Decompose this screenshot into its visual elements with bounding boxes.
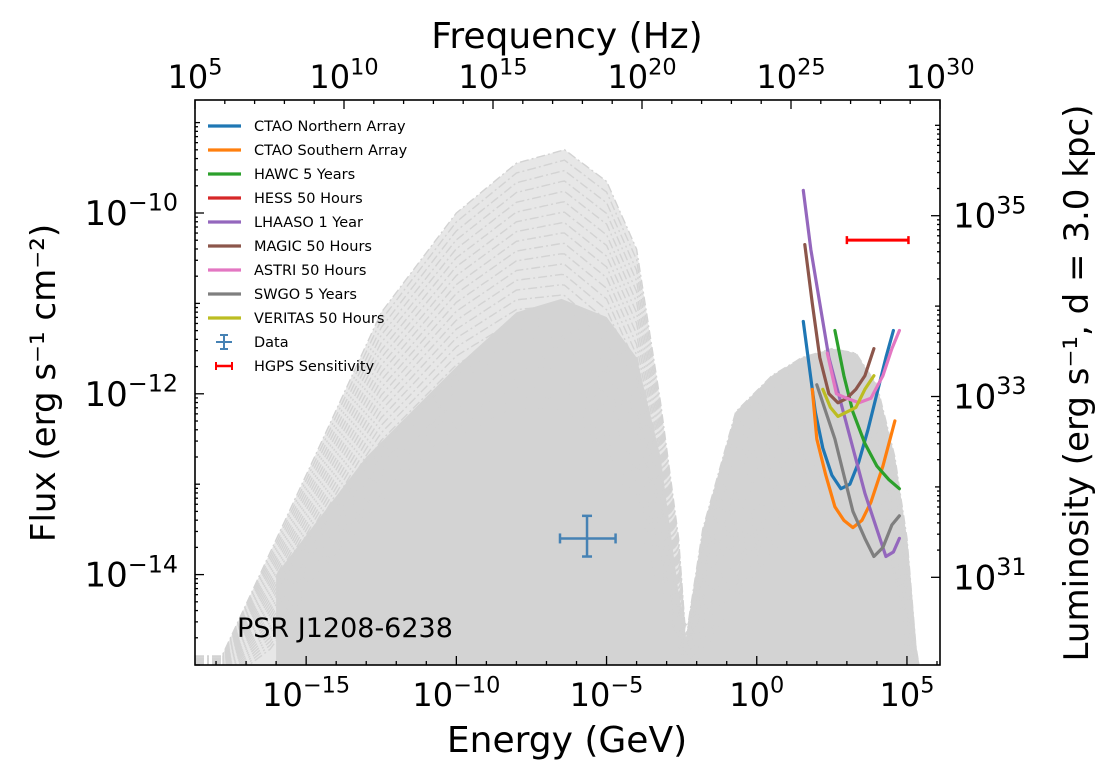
svg-text:Data: Data — [254, 335, 289, 351]
model-curve — [195, 148, 940, 665]
model-band — [195, 148, 940, 665]
svg-text:CTAO Southern Array: CTAO Southern Array — [254, 143, 408, 159]
tick-labels: 10−15 10−10 10−5 100 105 105 1010 1015 1020 1025 1… — [85, 55, 1027, 714]
legend-item-ctao-northern-array: CTAO Northern Array — [208, 119, 406, 135]
model-curve — [195, 159, 920, 665]
legend: CTAO Northern Array CTAO Southern Array HA… — [208, 119, 408, 375]
x-tick-label: 10−15 — [262, 673, 350, 714]
pulsar-annotation: PSR J1208-6238 — [237, 613, 453, 644]
model-curve — [195, 211, 919, 665]
y-axis-title: Flux (erg s⁻¹ cm⁻²) — [24, 224, 64, 542]
right-tick-label: 1033 — [953, 372, 1027, 417]
top-tick-label: 1020 — [607, 55, 676, 96]
x-axis-title: Energy (GeV) — [447, 720, 687, 761]
svg-text:HESS 50 Hours: HESS 50 Hours — [254, 191, 363, 207]
x-tick-label: 10−10 — [412, 673, 500, 714]
data-markers — [558, 236, 910, 558]
legend-item-veritas-50-hours: VERITAS 50 Hours — [208, 311, 384, 327]
model-curve — [237, 366, 914, 665]
model-curve — [235, 356, 915, 665]
curve-hawc-5-years — [833, 328, 902, 491]
model-curve — [195, 190, 919, 665]
svg-text:SWGO 5 Years: SWGO 5 Years — [254, 287, 357, 303]
model-curve — [195, 232, 918, 665]
legend-item-ctao-southern-array: CTAO Southern Array — [208, 143, 408, 159]
axis-ticks — [194, 100, 941, 666]
right-axis-title: Luminosity (erg s⁻¹, d = 3.0 kpc) — [1057, 105, 1097, 662]
model-curve — [231, 335, 916, 665]
curve-magic-50-hours — [803, 243, 876, 405]
plot-frame — [194, 99, 941, 666]
legend-item-magic-50-hours: MAGIC 50 Hours — [208, 239, 372, 255]
top-tick-label: 1015 — [458, 55, 527, 96]
model-curve — [230, 325, 916, 665]
model-curve — [233, 345, 915, 665]
x-tick-label: 10−5 — [570, 673, 644, 714]
curve-swgo-5-years — [815, 383, 902, 559]
curve-astri-50-hours — [825, 328, 902, 405]
svg-text:MAGIC 50 Hours: MAGIC 50 Hours — [254, 239, 372, 255]
legend-item-lhaaso-1-year: LHAASO 1 Year — [208, 215, 363, 231]
y-tick-label: 10−12 — [85, 370, 179, 415]
sensitivity-curves — [801, 188, 902, 559]
legend-item-data: Data — [216, 334, 289, 351]
svg-text:VERITAS 50 Hours: VERITAS 50 Hours — [254, 311, 384, 327]
model-curve — [244, 396, 913, 665]
right-tick-label: 1031 — [953, 553, 1027, 598]
legend-item-astri-50-hours: ASTRI 50 Hours — [208, 263, 366, 279]
curve-lhaaso-1-year — [801, 188, 902, 559]
model-curve — [226, 294, 917, 665]
svg-text:HGPS Sensitivity: HGPS Sensitivity — [254, 359, 375, 375]
model-curve — [195, 180, 920, 665]
legend-item-hawc-5-years: HAWC 5 Years — [208, 167, 355, 183]
model-curve — [239, 376, 914, 665]
sync-band-inner — [276, 298, 691, 665]
curve-ctao-southern-array — [810, 387, 897, 530]
x-tick-label: 100 — [729, 673, 784, 714]
model-curve — [247, 406, 912, 665]
model-curve — [195, 169, 920, 665]
svg-text:HAWC 5 Years: HAWC 5 Years — [254, 167, 355, 183]
legend-item-swgo-5-years: SWGO 5 Years — [208, 287, 357, 303]
svg-text:LHAASO 1 Year: LHAASO 1 Year — [254, 215, 363, 231]
top-tick-label: 1010 — [309, 55, 378, 96]
svg-text:CTAO Northern Array: CTAO Northern Array — [254, 119, 406, 135]
top-tick-label: 1030 — [905, 55, 974, 96]
curve-veritas-50-hours — [821, 374, 876, 418]
x-tick-label: 105 — [879, 673, 934, 714]
y-tick-label: 10−10 — [85, 189, 179, 234]
right-tick-label: 1035 — [953, 191, 1027, 236]
model-curve — [241, 386, 913, 665]
y-tick-label: 10−14 — [85, 550, 179, 595]
model-curve — [228, 314, 916, 665]
top-axis-title: Frequency (Hz) — [431, 16, 702, 57]
model-curve — [195, 221, 919, 665]
top-tick-label: 105 — [168, 55, 223, 96]
legend-item-hess-50-hours: HESS 50 Hours — [208, 191, 363, 207]
legend-item-hgps-sensitivity: HGPS Sensitivity — [215, 359, 375, 375]
svg-text:ASTRI 50 Hours: ASTRI 50 Hours — [254, 263, 366, 279]
top-tick-label: 1025 — [756, 55, 825, 96]
